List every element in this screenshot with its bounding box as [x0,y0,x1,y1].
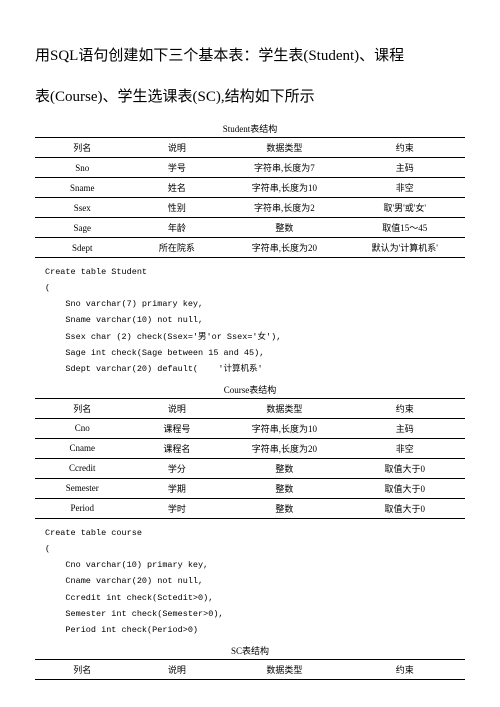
table-header-row: 列名 说明 数据类型 约束 [35,659,465,679]
col-header: 说明 [130,138,225,158]
sc-table-caption: SC表结构 [35,644,465,657]
code-line: Cname varchar(20) not null, [45,576,203,586]
col-header: 数据类型 [224,138,344,158]
code-line: Sage int check(Sage between 15 and 45), [45,348,264,358]
code-line: Ccredit int check(Sctedit>0), [45,593,213,603]
table-row: Period学时整数取值大于0 [35,498,465,518]
code-line: Period int check(Period>0) [45,625,198,635]
col-header: 列名 [35,138,130,158]
student-sql-block: Create table Student ( Sno varchar(7) pr… [45,264,465,377]
code-line: ( [45,544,50,554]
code-line: Sdept varchar(20) default( '计算机系' [45,364,263,374]
code-line: Sno varchar(7) primary key, [45,299,203,309]
table-row: Sname姓名字符串,长度为10非空 [35,178,465,198]
table-row: Ssex性别字符串,长度为2取'男'或'女' [35,198,465,218]
table-row: Cno课程号字符串,长度为10主码 [35,418,465,438]
table-row: Ccredit学分整数取值大于0 [35,458,465,478]
code-line: Ssex char (2) check(Ssex='男'or Ssex='女')… [45,332,281,342]
col-header: 说明 [130,659,225,679]
col-header: 数据类型 [224,659,344,679]
course-sql-block: Create table course ( Cno varchar(10) pr… [45,525,465,638]
code-line: Sname varchar(10) not null, [45,315,203,325]
col-header: 约束 [345,138,465,158]
table-row: Sdept所在院系字符串,长度为20默认为'计算机系' [35,238,465,258]
table-header-row: 列名 说明 数据类型 约束 [35,138,465,158]
col-header: 列名 [35,398,130,418]
student-table-caption: Student表结构 [35,122,465,135]
table-row: Cname课程名字符串,长度为20非空 [35,438,465,458]
code-line: Create table Student [45,267,147,277]
table-row: Sno学号字符串,长度为7主码 [35,158,465,178]
title-line-1: 用SQL语句创建如下三个基本表：学生表(Student)、课程 [35,40,465,73]
col-header: 列名 [35,659,130,679]
course-table: 列名 说明 数据类型 约束 Cno课程号字符串,长度为10主码 Cname课程名… [35,398,465,519]
col-header: 约束 [345,659,465,679]
code-line: ( [45,283,50,293]
col-header: 数据类型 [224,398,344,418]
page-title: 用SQL语句创建如下三个基本表：学生表(Student)、课程 表(Course… [35,40,465,114]
col-header: 约束 [345,398,465,418]
table-header-row: 列名 说明 数据类型 约束 [35,398,465,418]
table-row: Semester学期整数取值大于0 [35,478,465,498]
code-line: Semester int check(Semester>0), [45,609,224,619]
table-row: Sage年龄整数取值15～45 [35,218,465,238]
col-header: 说明 [130,398,225,418]
title-line-2: 表(Course)、学生选课表(SC),结构如下所示 [35,81,465,114]
code-line: Create table course [45,528,142,538]
sc-table: 列名 说明 数据类型 约束 [35,659,465,680]
code-line: Cno varchar(10) primary key, [45,560,208,570]
student-table: 列名 说明 数据类型 约束 Sno学号字符串,长度为7主码 Sname姓名字符串… [35,137,465,258]
course-table-caption: Course表结构 [35,383,465,396]
